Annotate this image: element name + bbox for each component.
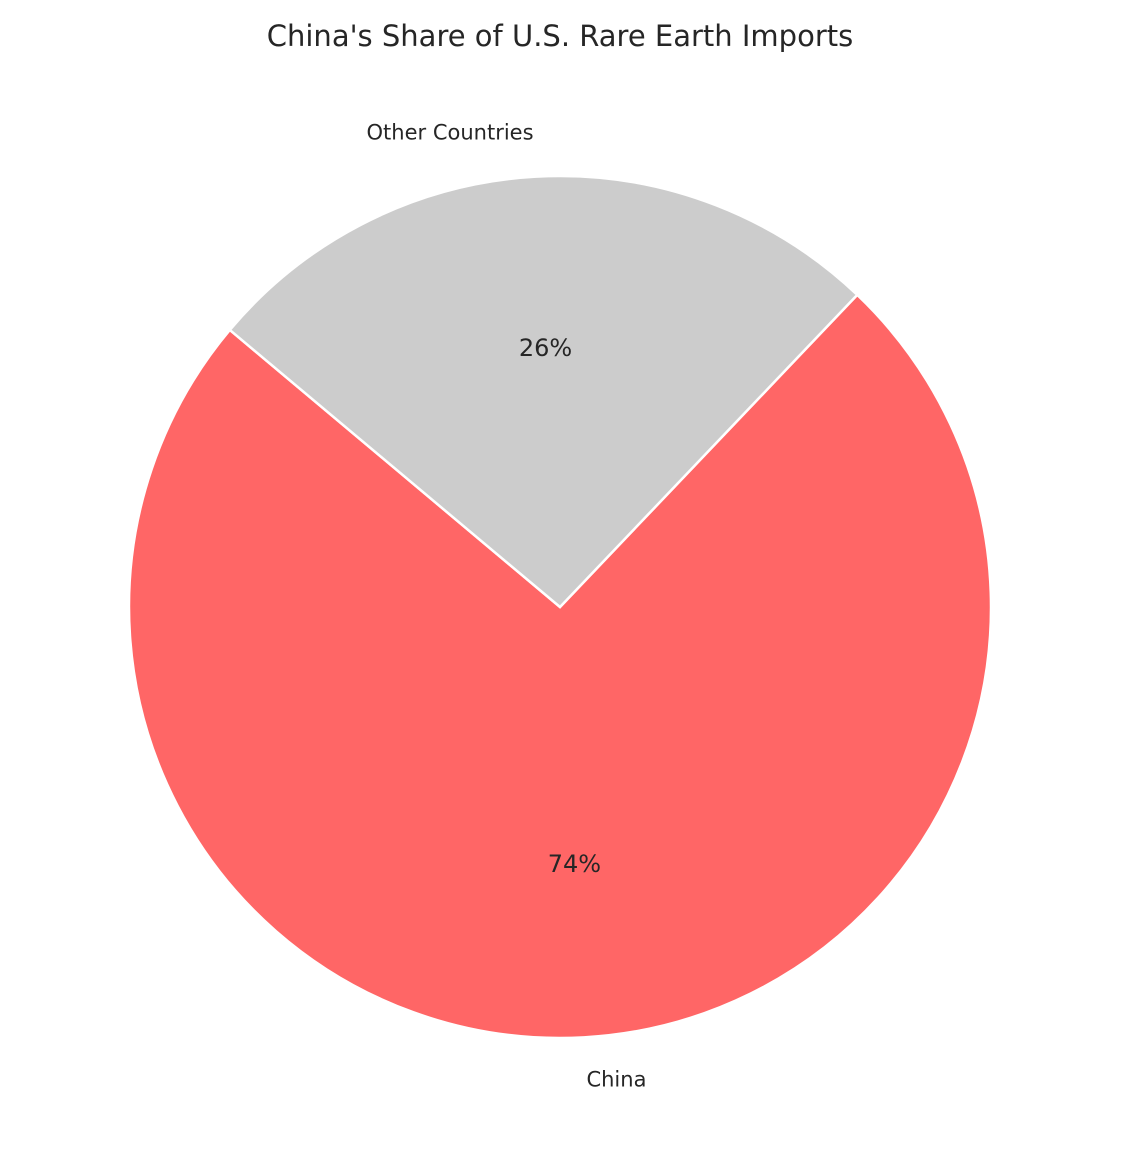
pie-slice xyxy=(127,293,993,1040)
value-label: 74% xyxy=(548,850,601,878)
slice-label: China xyxy=(586,1067,646,1091)
pie-slice xyxy=(228,174,859,609)
slice-label: Other Countries xyxy=(367,121,534,145)
chart-title: China's Share of U.S. Rare Earth Imports xyxy=(267,19,853,53)
value-label: 26% xyxy=(519,334,572,362)
